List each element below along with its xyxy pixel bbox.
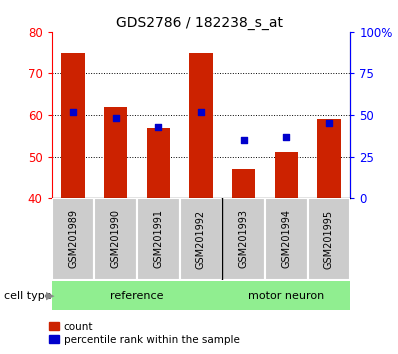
Bar [52,198,94,280]
Bar [275,153,298,198]
Bar [94,198,137,280]
Point [70,109,76,115]
Text: GSM201990: GSM201990 [111,210,121,268]
Text: GSM201993: GSM201993 [239,210,249,268]
Bar [189,53,213,198]
Text: GSM201989: GSM201989 [68,210,78,268]
Bar [222,198,265,280]
Text: GSM201992: GSM201992 [196,209,206,269]
Point [283,134,289,139]
Bar [61,53,85,198]
Point [113,115,119,121]
Point [326,120,332,126]
Point [240,137,247,143]
Text: ▶: ▶ [46,291,54,301]
Bar [265,198,308,280]
Bar [179,198,222,280]
Bar [232,169,256,198]
Bar [137,198,179,280]
Text: GSM201991: GSM201991 [153,210,163,268]
Point [198,109,204,115]
Text: motor neuron: motor neuron [248,291,324,301]
Bar [52,281,222,310]
Bar [146,127,170,198]
Text: GDS2786 / 182238_s_at: GDS2786 / 182238_s_at [115,16,283,30]
Bar [104,107,127,198]
Legend: count, percentile rank within the sample: count, percentile rank within the sample [45,317,244,349]
Text: cell type: cell type [4,291,52,301]
Bar [222,281,350,310]
Bar [308,198,350,280]
Text: reference: reference [110,291,164,301]
Text: GSM201994: GSM201994 [281,210,291,268]
Bar [317,119,341,198]
Point [155,124,162,130]
Text: GSM201995: GSM201995 [324,209,334,269]
